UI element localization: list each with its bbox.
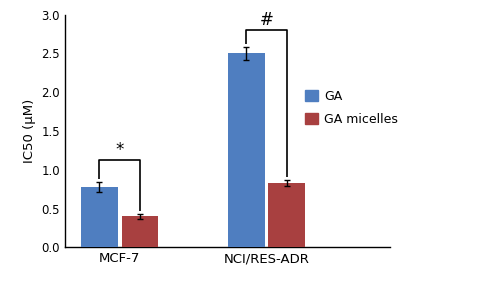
Bar xyxy=(81,187,118,247)
Text: #: # xyxy=(260,11,274,29)
Y-axis label: IC50 (μM): IC50 (μM) xyxy=(23,99,36,163)
Bar xyxy=(122,216,158,247)
Bar xyxy=(268,183,305,247)
Text: *: * xyxy=(116,141,124,159)
Bar xyxy=(228,53,264,247)
Legend: GA, GA micelles: GA, GA micelles xyxy=(305,90,398,126)
